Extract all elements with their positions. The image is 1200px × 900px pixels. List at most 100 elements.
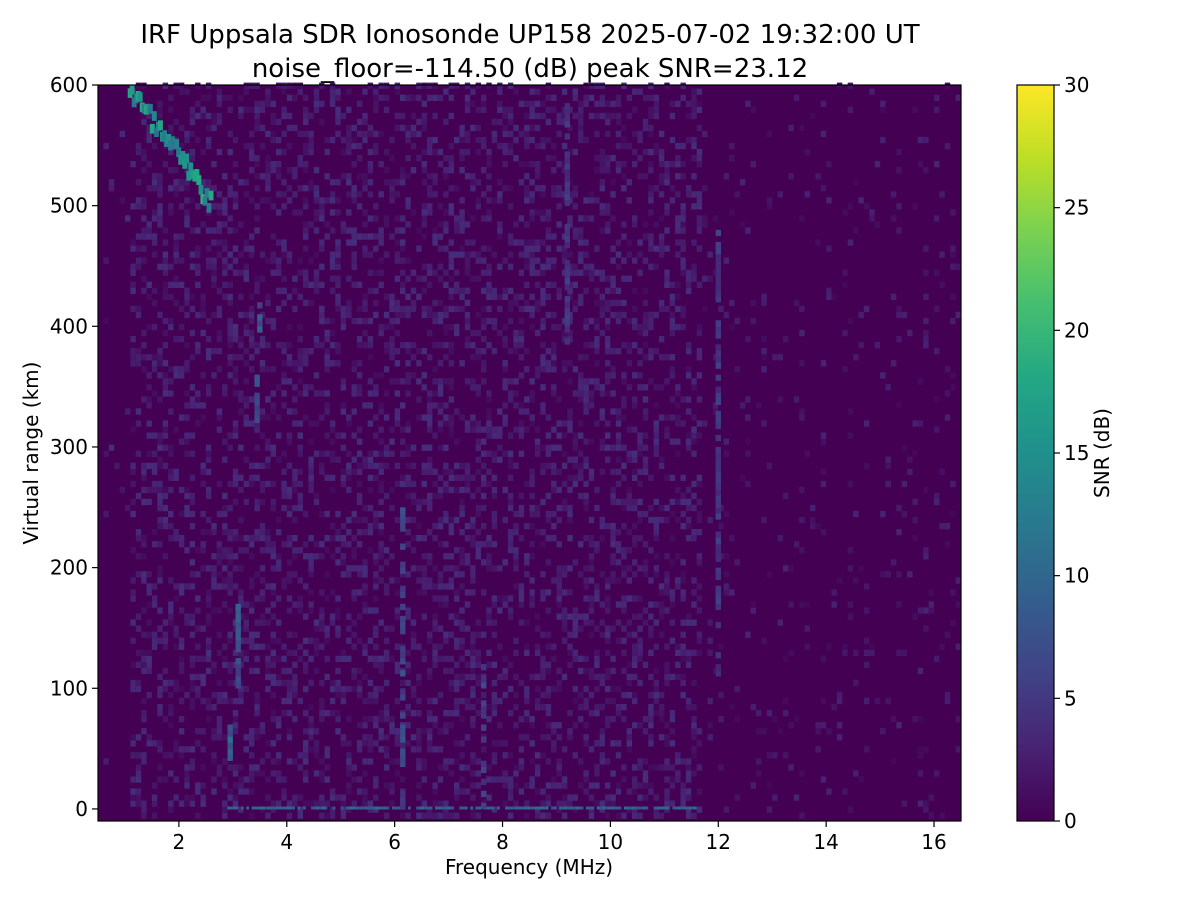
heatmap-cell [195, 402, 201, 409]
heatmap-cell [356, 529, 363, 536]
heatmap-cell [157, 209, 163, 216]
heatmap-cell [621, 667, 627, 675]
heatmap-cell [405, 704, 411, 711]
heatmap-cell [524, 553, 530, 560]
heatmap-cell [621, 372, 627, 379]
heatmap-cell [486, 794, 492, 801]
heatmap-cell [648, 311, 654, 319]
heatmap-cell [367, 746, 374, 753]
heatmap-cell [222, 800, 228, 807]
heatmap-cell [276, 679, 282, 687]
heatmap-cell [162, 619, 169, 626]
heatmap-cell [529, 492, 535, 500]
heatmap-cell [410, 124, 417, 132]
heatmap-cell [594, 589, 600, 596]
heatmap-cell [211, 372, 217, 379]
heatmap-cell [189, 673, 196, 681]
heatmap-cell [632, 643, 638, 650]
heatmap-cell [615, 251, 622, 258]
echo-streak-cell [400, 525, 406, 532]
heatmap-cell [534, 124, 541, 132]
heatmap-cell [481, 691, 487, 699]
heatmap-cell [319, 317, 325, 325]
heatmap-cell [135, 203, 142, 210]
heatmap-cell [901, 480, 908, 488]
heatmap-cell [934, 269, 940, 276]
heatmap-cell [675, 155, 681, 162]
heatmap-cell [200, 94, 206, 101]
heatmap-cell [497, 191, 503, 198]
heatmap-cell [658, 155, 665, 162]
heatmap-cell [696, 806, 703, 813]
heatmap-cell [529, 541, 535, 548]
heatmap-cell [205, 613, 212, 620]
heatmap-cell [626, 492, 632, 500]
heatmap-cell [432, 800, 438, 807]
heatmap-cell [184, 311, 190, 319]
heatmap-cell [335, 342, 341, 349]
heatmap-cell [648, 601, 654, 608]
heatmap-cell [648, 788, 654, 795]
heatmap-cell [642, 124, 649, 132]
heatmap-cell [362, 185, 368, 192]
heatmap-cell [146, 462, 152, 469]
heatmap-cell [232, 535, 239, 542]
heatmap-cell [545, 734, 552, 741]
heatmap-cell [308, 281, 314, 288]
heatmap-cell [599, 740, 605, 747]
heatmap-cell [454, 619, 460, 626]
heatmap-cell [335, 535, 341, 542]
heatmap-cell [189, 492, 196, 500]
heatmap-cell [394, 728, 401, 735]
heatmap-cell [351, 589, 357, 596]
heatmap-cell [907, 329, 913, 337]
heatmap-cell [475, 649, 481, 656]
heatmap-cell [524, 643, 530, 650]
heatmap-cell [394, 179, 401, 186]
heatmap-cell [594, 710, 600, 717]
heatmap-cell [880, 136, 886, 144]
heatmap-cell [675, 673, 681, 681]
heatmap-cell [567, 734, 573, 741]
heatmap-cell [329, 589, 336, 596]
heatmap-cell [578, 655, 584, 662]
heatmap-cell [896, 722, 902, 729]
heatmap-cell [545, 691, 552, 699]
heatmap-cell [276, 770, 282, 777]
heatmap-cell [588, 474, 595, 481]
heatmap-cell [378, 486, 384, 494]
heatmap-cell [211, 348, 217, 355]
heatmap-cell [669, 710, 676, 717]
heatmap-cell [346, 571, 352, 578]
heatmap-cell [346, 806, 352, 813]
heatmap-cell [335, 305, 341, 313]
heatmap-cell [621, 691, 627, 699]
ground-echo-cell [378, 806, 382, 810]
heatmap-cell [470, 239, 476, 246]
heatmap-cell [383, 547, 390, 554]
heatmap-cell [146, 136, 152, 144]
heatmap-cell [141, 287, 147, 294]
ground-echo-cell [659, 806, 662, 810]
heatmap-cell [621, 299, 627, 307]
heatmap-cell [637, 269, 643, 276]
heatmap-cell [847, 203, 854, 210]
heatmap-cell [507, 263, 514, 270]
heatmap-cell [869, 643, 875, 650]
heatmap-cell [572, 432, 578, 439]
heatmap-cell [211, 752, 217, 759]
heatmap-cell [276, 722, 282, 729]
heatmap-cell [189, 396, 196, 403]
heatmap-cell [335, 456, 341, 463]
heatmap-cell [254, 342, 260, 349]
heatmap-cell [632, 396, 638, 403]
heatmap-cell [885, 456, 891, 463]
heatmap-cell [599, 601, 605, 608]
heatmap-cell [448, 486, 454, 494]
heatmap-cell [583, 577, 589, 584]
heatmap-cell [464, 704, 471, 711]
heatmap-cell [205, 444, 212, 451]
heatmap-cell [648, 710, 654, 717]
heatmap-cell [491, 541, 498, 548]
heatmap-cell [427, 426, 433, 433]
